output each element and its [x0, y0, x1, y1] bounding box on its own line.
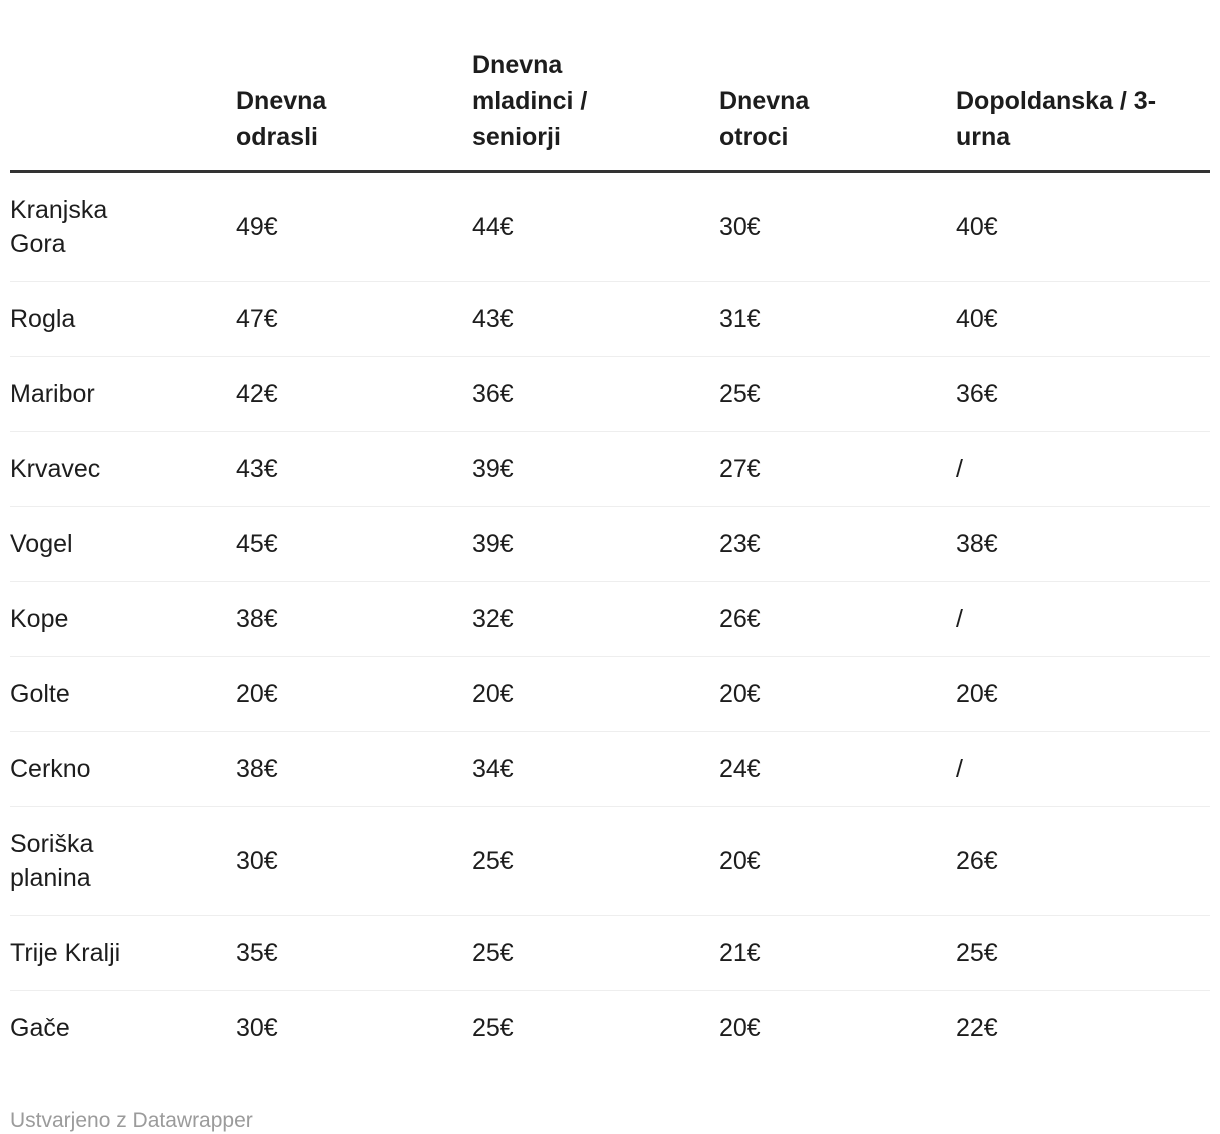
table-row: Golte 20€ 20€ 20€ 20€	[10, 656, 1210, 731]
table-row: Trije Kralji 35€ 25€ 21€ 25€	[10, 915, 1210, 990]
row-label: Krvavec	[10, 454, 101, 483]
cell-value: 27€	[719, 454, 761, 483]
table-row: Rogla 47€ 43€ 31€ 40€	[10, 281, 1210, 356]
cell-value: 25€	[472, 1013, 514, 1042]
column-header-dnevna-odrasli: Dnevna odrasli	[236, 0, 472, 173]
cell-value: 26€	[956, 846, 998, 875]
table-header: Dnevna odrasli Dnevna mladinci / seniorj…	[10, 0, 1210, 173]
cell-value: 42€	[236, 379, 278, 408]
cell-value: /	[956, 454, 963, 483]
cell-value: 20€	[236, 679, 278, 708]
cell-value: 43€	[472, 304, 514, 333]
cell-value: 36€	[472, 379, 514, 408]
cell-value: 30€	[719, 212, 761, 241]
column-header-dnevna-otroci: Dnevna otroci	[719, 0, 956, 173]
table-row: Krvavec 43€ 39€ 27€ /	[10, 431, 1210, 506]
table-row: Cerkno 38€ 34€ 24€ /	[10, 731, 1210, 806]
cell-value: 39€	[472, 454, 514, 483]
cell-value: 38€	[956, 529, 998, 558]
cell-value: 30€	[236, 1013, 278, 1042]
header-row: Dnevna odrasli Dnevna mladinci / seniorj…	[10, 0, 1210, 173]
cell-value: 22€	[956, 1013, 998, 1042]
cell-value: 20€	[719, 846, 761, 875]
row-label: Rogla	[10, 304, 76, 333]
table-body: Kranjska Gora 49€ 44€ 30€ 40€ Rogla 47€ 43€ 31€ 4…	[10, 171, 1210, 1065]
column-header-dopoldanska-3-urna: Dopoldanska / 3- urna	[956, 0, 1210, 173]
table-row: Soriška planina 30€ 25€ 20€ 26€	[10, 806, 1210, 915]
cell-value: 20€	[472, 679, 514, 708]
cell-value: 20€	[956, 679, 998, 708]
cell-value: 40€	[956, 212, 998, 241]
cell-value: 32€	[472, 604, 514, 633]
cell-value: 36€	[956, 379, 998, 408]
table-row: Maribor 42€ 36€ 25€ 36€	[10, 356, 1210, 431]
cell-value: 26€	[719, 604, 761, 633]
row-label: Trije Kralji	[10, 938, 121, 967]
cell-value: 25€	[472, 938, 514, 967]
row-label: Soriška planina	[10, 829, 94, 892]
corner-header-cell	[10, 0, 236, 173]
cell-value: 38€	[236, 604, 278, 633]
cell-value: 21€	[719, 938, 761, 967]
cell-value: 20€	[719, 1013, 761, 1042]
row-label: Kranjska Gora	[10, 195, 108, 258]
row-label: Vogel	[10, 529, 73, 558]
cell-value: 23€	[719, 529, 761, 558]
cell-value: 24€	[719, 754, 761, 783]
cell-value: 39€	[472, 529, 514, 558]
cell-value: 45€	[236, 529, 278, 558]
footer: Ustvarjeno z Datawrapper	[10, 1108, 1210, 1134]
cell-value: 25€	[472, 846, 514, 875]
table-row: Kope 38€ 32€ 26€ /	[10, 581, 1210, 656]
cell-value: /	[956, 754, 963, 783]
row-label: Golte	[10, 679, 70, 708]
table-row: Gače 30€ 25€ 20€ 22€	[10, 990, 1210, 1065]
cell-value: 49€	[236, 212, 278, 241]
row-label: Kope	[10, 604, 69, 633]
table-row: Kranjska Gora 49€ 44€ 30€ 40€	[10, 171, 1210, 281]
cell-value: 25€	[956, 938, 998, 967]
cell-value: 25€	[719, 379, 761, 408]
cell-value: 44€	[472, 212, 514, 241]
table-row: Vogel 45€ 39€ 23€ 38€	[10, 506, 1210, 581]
cell-value: 31€	[719, 304, 761, 333]
cell-value: 35€	[236, 938, 278, 967]
column-header-dnevna-mladinci-seniorji: Dnevna mladinci / seniorji	[472, 0, 719, 173]
ski-resort-pricing-table: Dnevna odrasli Dnevna mladinci / seniorj…	[10, 0, 1210, 1065]
cell-value: 40€	[956, 304, 998, 333]
cell-value: 47€	[236, 304, 278, 333]
cell-value: 30€	[236, 846, 278, 875]
cell-value: 20€	[719, 679, 761, 708]
cell-value: 34€	[472, 754, 514, 783]
row-label: Gače	[10, 1013, 70, 1042]
datawrapper-attribution-link[interactable]: Ustvarjeno z Datawrapper	[10, 1108, 253, 1132]
row-label: Maribor	[10, 379, 95, 408]
cell-value: 38€	[236, 754, 278, 783]
cell-value: 43€	[236, 454, 278, 483]
cell-value: /	[956, 604, 963, 633]
row-label: Cerkno	[10, 754, 91, 783]
